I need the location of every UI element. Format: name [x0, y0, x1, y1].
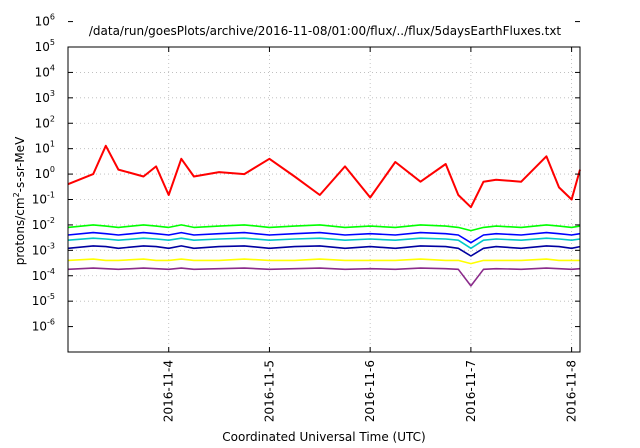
- series-line-5: [67, 245, 581, 257]
- y-axis-label-base: protons/cm: [13, 197, 27, 265]
- y-tick-label: 101: [35, 140, 55, 156]
- y-tick-label-base: 10: [35, 15, 50, 29]
- y-tick-label: 104: [35, 63, 55, 79]
- y-tick-label: 10-5: [32, 292, 55, 308]
- y-tick-label-exponent: 2: [50, 114, 55, 123]
- y-axis-label: protons/cm2-s-sr-MeV: [12, 136, 27, 265]
- y-tick-label-base: 10: [35, 116, 50, 130]
- y-tick-label-exponent: -5: [47, 292, 55, 301]
- y-tick-label: 105: [35, 38, 55, 54]
- y-tick-label: 10-4: [32, 267, 55, 283]
- y-tick-labels: 10-610-510-410-310-210-11001011021031041…: [32, 13, 55, 334]
- y-tick-label: 106: [35, 13, 55, 29]
- y-axis-label-superscript: 2: [12, 192, 21, 197]
- y-tick-label-base: 10: [32, 320, 47, 334]
- y-tick-label-base: 10: [35, 142, 50, 156]
- y-tick-label-base: 10: [32, 269, 47, 283]
- y-tick-label-exponent: 5: [50, 38, 55, 47]
- y-tick-label: 10-6: [32, 318, 55, 334]
- y-tick-label: 103: [35, 89, 55, 105]
- y-tick-label-base: 10: [35, 167, 50, 181]
- y-tick-label-base: 10: [32, 294, 47, 308]
- y-tick-label-exponent: -4: [47, 267, 55, 276]
- y-tick-label-exponent: -3: [47, 241, 55, 250]
- y-tick-label: 10-2: [32, 216, 55, 232]
- series-line-6: [67, 258, 580, 265]
- y-tick-label-exponent: 4: [50, 63, 55, 72]
- y-tick-label-base: 10: [35, 91, 50, 105]
- x-axis-label: Coordinated Universal Time (UTC): [222, 430, 425, 444]
- y-tick-label-base: 10: [32, 193, 47, 207]
- x-tick-label: 2016-11-4: [162, 360, 176, 422]
- y-tick-label-exponent: 3: [50, 89, 55, 98]
- series-line-4: [67, 231, 581, 244]
- x-tick-label: 2016-11-5: [262, 360, 276, 422]
- x-tick-labels: 2016-11-4 2016-11-5 2016-11-6 2016-11-7 2016…: [162, 360, 579, 422]
- chart-title: /data/run/goesPlots/archive/2016-11-08/0…: [89, 24, 562, 38]
- y-tick-label-exponent: -6: [47, 318, 55, 327]
- y-tick-label: 102: [35, 114, 55, 130]
- y-tick-label-base: 10: [35, 40, 50, 54]
- grid-lines: [68, 46, 580, 352]
- y-tick-label: 10-1: [32, 191, 55, 207]
- series-line-1: [67, 144, 581, 209]
- y-tick-label: 10-3: [32, 241, 55, 257]
- series-lines: [67, 144, 581, 287]
- series-line-3: [67, 237, 581, 250]
- y-tick-label: 100: [35, 165, 55, 181]
- y-axis-label-rest: -s-sr-MeV: [13, 136, 27, 192]
- y-tick-label-exponent: -2: [47, 216, 55, 225]
- y-tick-label-exponent: -1: [47, 191, 55, 200]
- x-tick-label: 2016-11-6: [363, 360, 377, 422]
- axis-ticks: [68, 21, 580, 352]
- y-tick-label-base: 10: [32, 218, 47, 232]
- y-tick-label-exponent: 1: [50, 140, 55, 149]
- series-line-7: [67, 267, 581, 287]
- y-tick-label-base: 10: [35, 65, 50, 79]
- x-tick-label: 2016-11-8: [565, 360, 579, 422]
- x-tick-label: 2016-11-7: [464, 360, 478, 422]
- y-tick-label-exponent: 6: [50, 13, 55, 22]
- y-tick-label-base: 10: [32, 243, 47, 257]
- series-line-2: [67, 224, 581, 232]
- y-tick-label-exponent: 0: [50, 165, 55, 174]
